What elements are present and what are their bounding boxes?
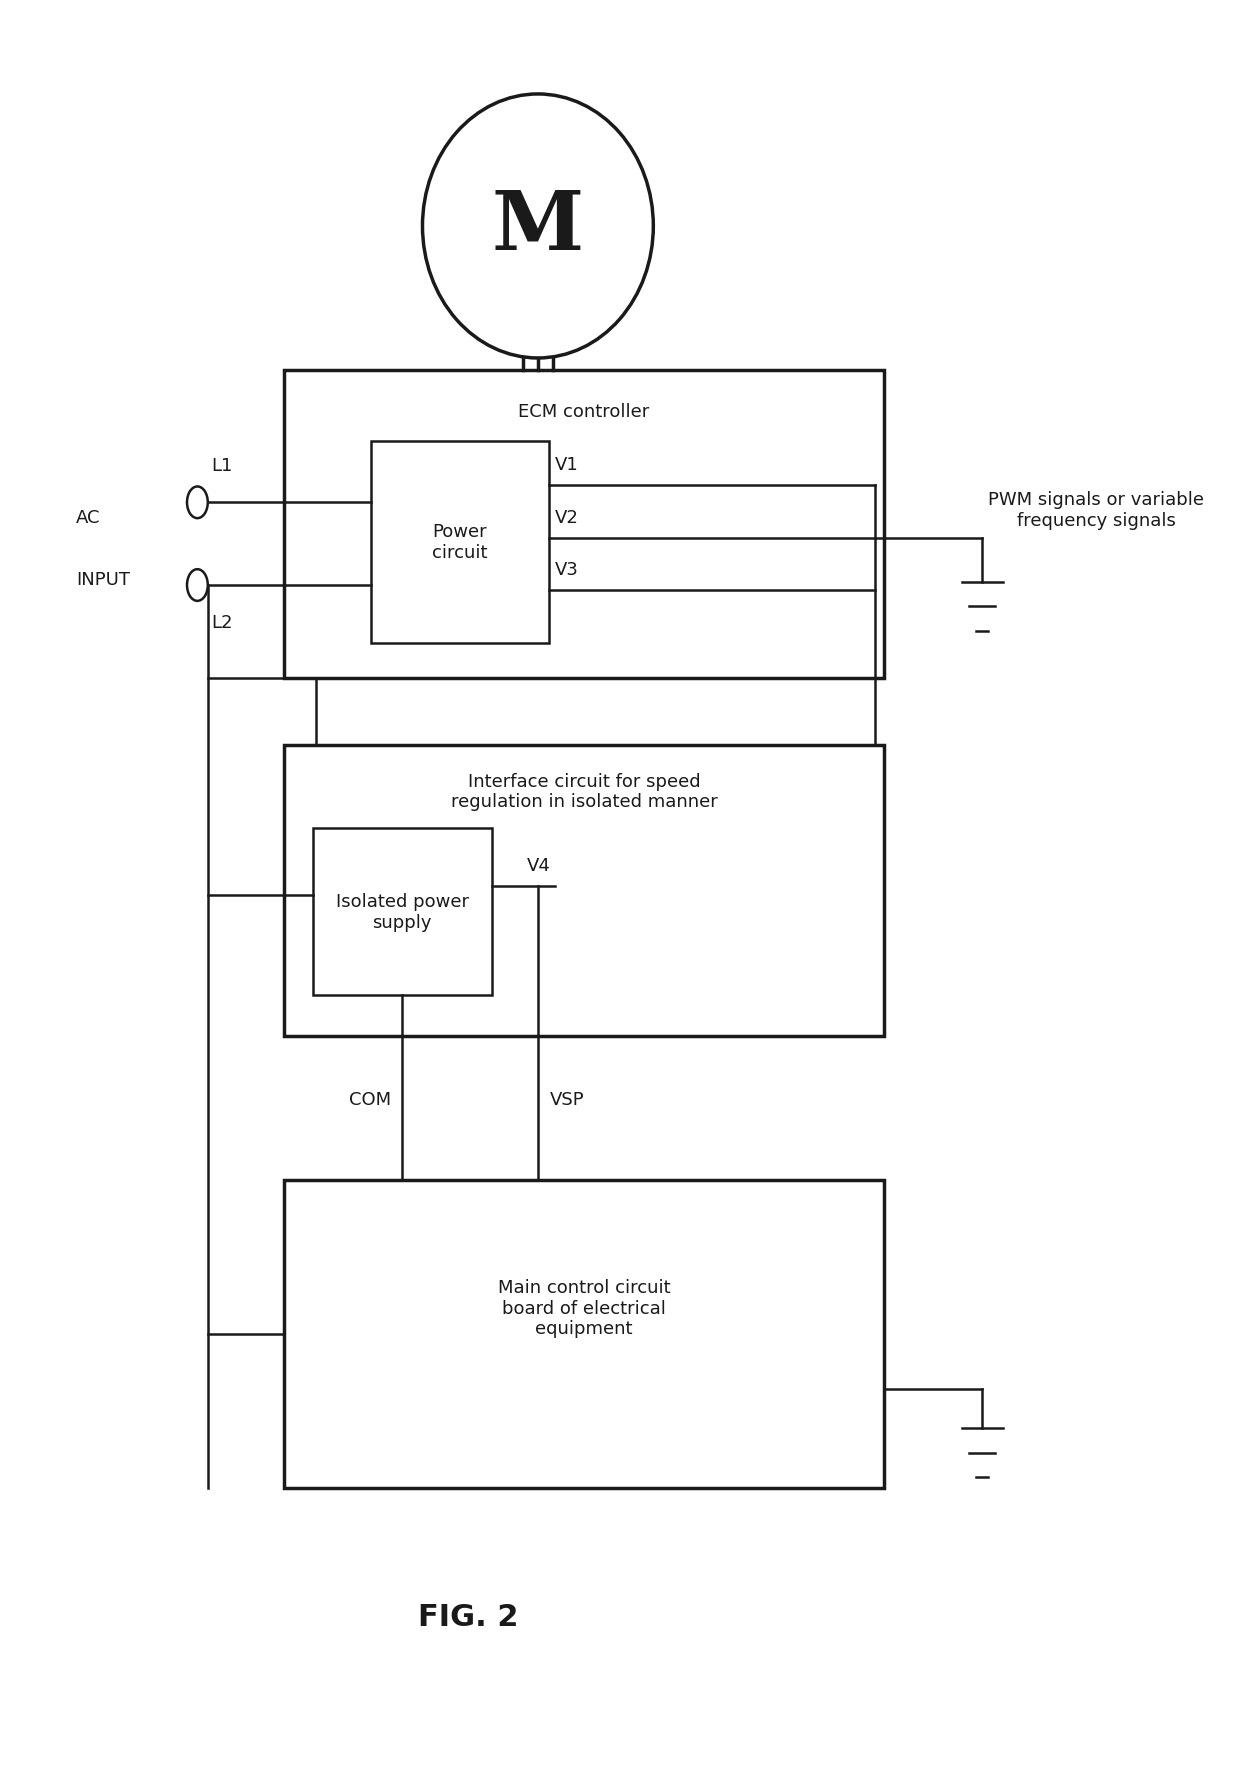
Text: L1: L1 bbox=[211, 457, 233, 475]
Text: AC: AC bbox=[76, 509, 100, 527]
Text: VSP: VSP bbox=[549, 1090, 584, 1108]
Text: Power
circuit: Power circuit bbox=[433, 523, 487, 562]
Text: Interface circuit for speed
regulation in isolated manner: Interface circuit for speed regulation i… bbox=[450, 773, 718, 810]
Text: FIG. 2: FIG. 2 bbox=[418, 1603, 518, 1631]
Bar bbox=[284, 371, 884, 679]
Text: V3: V3 bbox=[556, 560, 579, 578]
Bar bbox=[371, 441, 549, 644]
Text: V2: V2 bbox=[556, 509, 579, 527]
Text: L2: L2 bbox=[211, 613, 233, 631]
Text: V4: V4 bbox=[526, 856, 551, 874]
Bar bbox=[284, 746, 884, 1035]
Text: Isolated power
supply: Isolated power supply bbox=[336, 892, 469, 931]
Text: PWM signals or variable
frequency signals: PWM signals or variable frequency signal… bbox=[988, 491, 1204, 530]
Text: ECM controller: ECM controller bbox=[518, 402, 650, 420]
Text: COM: COM bbox=[348, 1090, 391, 1108]
Bar bbox=[284, 1181, 884, 1488]
Bar bbox=[312, 828, 492, 996]
Text: INPUT: INPUT bbox=[76, 571, 130, 589]
Text: Main control circuit
board of electrical
equipment: Main control circuit board of electrical… bbox=[497, 1278, 671, 1337]
Ellipse shape bbox=[423, 96, 653, 358]
Text: V1: V1 bbox=[556, 456, 579, 473]
Text: M: M bbox=[492, 186, 584, 266]
